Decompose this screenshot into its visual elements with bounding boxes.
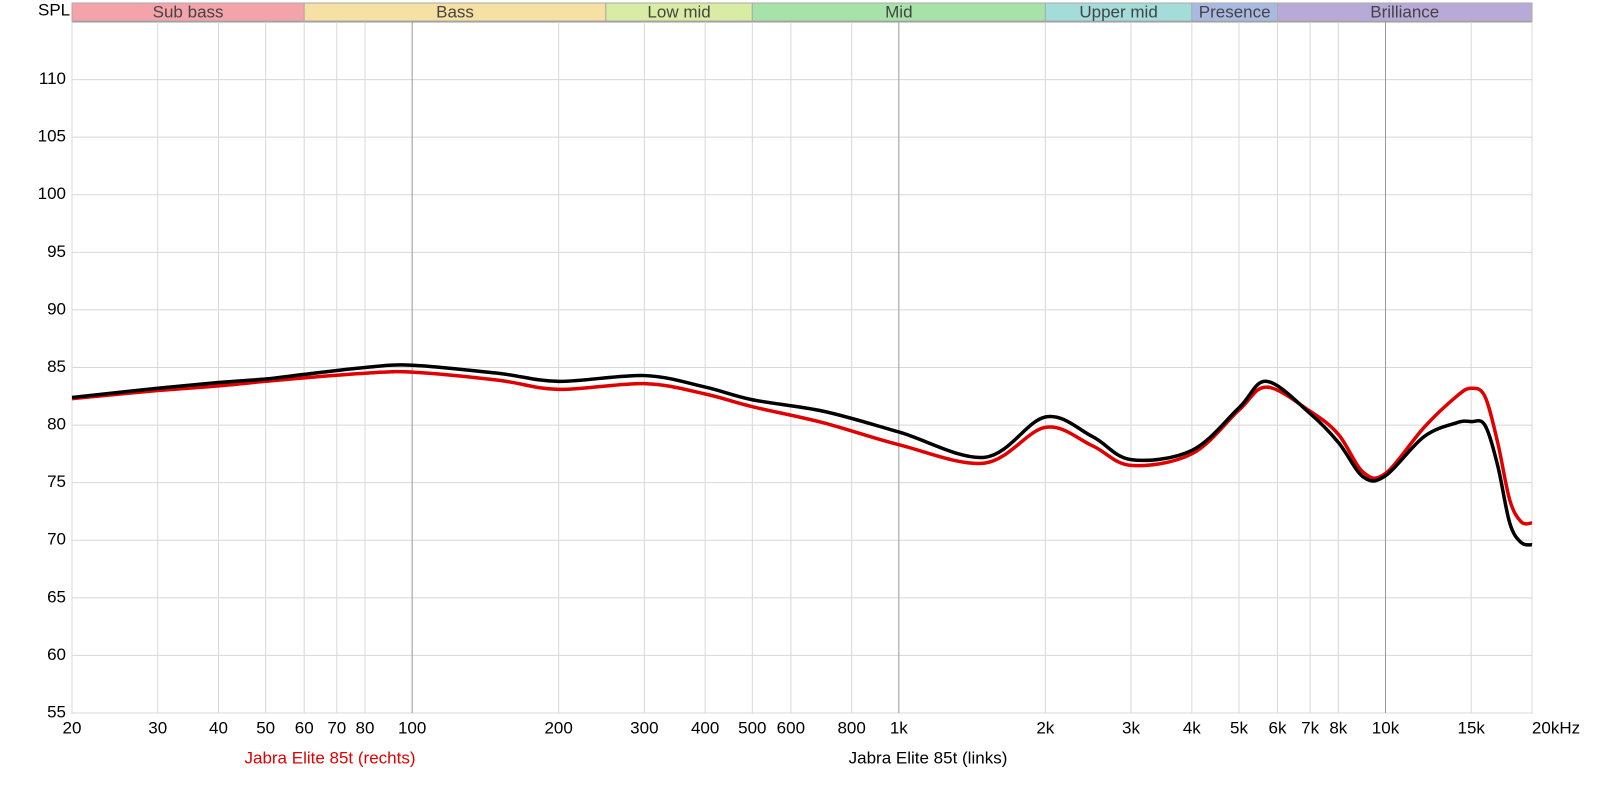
y-tick-label: 80	[47, 415, 66, 434]
x-tick-label: 7k	[1301, 718, 1319, 737]
y-tick-label: 55	[47, 702, 66, 721]
line-series	[71, 363, 1533, 547]
y-tick-label: 60	[47, 645, 66, 664]
x-tick-label: 10k	[1372, 718, 1400, 737]
x-tick-label: 400	[691, 718, 719, 737]
x-tick-label: 100	[398, 718, 426, 737]
y-tick-label: 70	[47, 530, 66, 549]
x-tick-label: 3k	[1122, 718, 1140, 737]
x-tick-label: 8k	[1329, 718, 1347, 737]
legend-label: Jabra Elite 85t (links)	[849, 748, 1008, 767]
legend-label: Jabra Elite 85t (rechts)	[244, 748, 415, 767]
x-tick-label: 20kHz	[1532, 718, 1580, 737]
band-label: Presence	[1199, 2, 1271, 21]
y-tick-label: 95	[47, 242, 66, 261]
x-tick-label: 50	[256, 718, 275, 737]
y-tick-label: 105	[38, 127, 66, 146]
x-tick-label: 500	[738, 718, 766, 737]
x-tick-label: 300	[630, 718, 658, 737]
band-label: Upper mid	[1079, 2, 1157, 21]
y-tick-label: 75	[47, 472, 66, 491]
y-tick-label: 100	[38, 184, 66, 203]
x-tick-label: 20	[63, 718, 82, 737]
x-tick-label: 4k	[1183, 718, 1201, 737]
x-tick-label: 60	[295, 718, 314, 737]
band-label: Sub bass	[153, 2, 224, 21]
x-tick-label: 40	[209, 718, 228, 737]
band-label: Bass	[436, 2, 474, 21]
band-label: Mid	[885, 2, 912, 21]
line-series	[71, 369, 1533, 526]
x-tick-label: 800	[837, 718, 865, 737]
x-tick-label: 1k	[890, 718, 908, 737]
y-tick-label: 90	[47, 299, 66, 318]
y-tick-label: 110	[39, 69, 66, 88]
x-tick-label: 200	[544, 718, 572, 737]
band-label: Brilliance	[1370, 2, 1439, 21]
x-tick-label: 600	[777, 718, 805, 737]
y-tick-label: 85	[47, 357, 66, 376]
y-tick-label: 65	[47, 587, 66, 606]
x-tick-label: 6k	[1269, 718, 1287, 737]
band-label: Low mid	[647, 2, 710, 21]
x-tick-label: 70	[327, 718, 346, 737]
x-tick-label: 80	[356, 718, 375, 737]
band	[1277, 2, 1533, 22]
y-axis-label: SPL	[38, 0, 70, 19]
x-tick-label: 15k	[1457, 718, 1485, 737]
x-tick-label: 30	[148, 718, 167, 737]
x-tick-label: 5k	[1230, 718, 1248, 737]
x-tick-label: 2k	[1036, 718, 1054, 737]
